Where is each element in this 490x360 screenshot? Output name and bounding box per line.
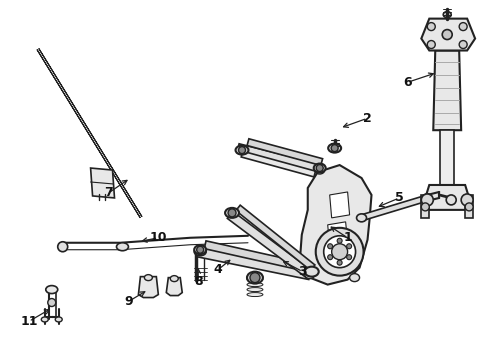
Ellipse shape: [41, 317, 48, 322]
Circle shape: [250, 273, 260, 283]
Circle shape: [196, 246, 204, 253]
Ellipse shape: [247, 283, 263, 287]
Polygon shape: [236, 205, 315, 270]
Circle shape: [328, 244, 333, 249]
Circle shape: [337, 260, 342, 265]
Circle shape: [331, 145, 338, 152]
Ellipse shape: [247, 278, 263, 282]
Text: 4: 4: [214, 263, 222, 276]
Circle shape: [48, 298, 56, 306]
Text: 10: 10: [149, 231, 167, 244]
Circle shape: [442, 30, 452, 40]
Polygon shape: [39, 49, 142, 217]
Text: 2: 2: [363, 112, 372, 125]
Ellipse shape: [247, 288, 263, 292]
Circle shape: [324, 236, 356, 268]
Polygon shape: [465, 195, 473, 218]
Text: 7: 7: [104, 186, 113, 199]
Circle shape: [459, 41, 467, 49]
Polygon shape: [328, 222, 347, 245]
Ellipse shape: [328, 144, 341, 153]
Polygon shape: [37, 50, 140, 218]
Circle shape: [239, 147, 245, 154]
Polygon shape: [330, 192, 349, 218]
Ellipse shape: [247, 272, 263, 284]
Text: 11: 11: [20, 315, 38, 328]
Circle shape: [332, 244, 347, 260]
Circle shape: [446, 195, 456, 205]
Ellipse shape: [55, 317, 62, 322]
Ellipse shape: [305, 267, 318, 276]
Polygon shape: [300, 165, 371, 285]
Polygon shape: [425, 185, 469, 210]
Ellipse shape: [305, 271, 315, 279]
Circle shape: [58, 242, 68, 252]
Text: 3: 3: [298, 265, 307, 278]
Circle shape: [461, 194, 473, 206]
Ellipse shape: [349, 274, 360, 282]
Polygon shape: [204, 241, 309, 271]
Ellipse shape: [225, 208, 239, 218]
Polygon shape: [433, 50, 461, 130]
Ellipse shape: [46, 285, 58, 293]
Circle shape: [346, 244, 352, 249]
Polygon shape: [196, 247, 311, 279]
Polygon shape: [241, 151, 316, 177]
Circle shape: [459, 23, 467, 31]
Ellipse shape: [422, 194, 432, 202]
Polygon shape: [361, 195, 428, 221]
Polygon shape: [227, 211, 313, 278]
Circle shape: [427, 41, 435, 49]
Circle shape: [346, 255, 352, 260]
Text: 5: 5: [395, 192, 404, 204]
Ellipse shape: [443, 12, 451, 18]
Circle shape: [465, 203, 473, 211]
Circle shape: [228, 209, 236, 217]
Polygon shape: [91, 168, 115, 198]
Circle shape: [337, 238, 342, 243]
Ellipse shape: [315, 166, 325, 174]
Circle shape: [316, 228, 364, 276]
Polygon shape: [247, 139, 322, 166]
Circle shape: [316, 165, 323, 171]
Polygon shape: [440, 130, 454, 185]
Circle shape: [421, 203, 429, 211]
Ellipse shape: [247, 293, 263, 297]
Circle shape: [421, 194, 433, 206]
Polygon shape: [421, 19, 475, 50]
Ellipse shape: [194, 245, 206, 254]
Ellipse shape: [145, 275, 152, 280]
Text: 1: 1: [343, 231, 352, 244]
Text: 8: 8: [194, 275, 202, 288]
Ellipse shape: [171, 276, 178, 282]
Polygon shape: [237, 144, 319, 172]
Text: 6: 6: [403, 76, 412, 89]
Polygon shape: [166, 278, 182, 296]
Polygon shape: [138, 276, 158, 298]
Ellipse shape: [236, 146, 248, 154]
Ellipse shape: [194, 248, 206, 256]
Circle shape: [328, 255, 333, 260]
Polygon shape: [421, 195, 429, 218]
Text: 9: 9: [124, 295, 133, 308]
Ellipse shape: [314, 163, 326, 172]
Circle shape: [427, 23, 435, 31]
Ellipse shape: [357, 214, 367, 222]
Ellipse shape: [117, 243, 128, 251]
